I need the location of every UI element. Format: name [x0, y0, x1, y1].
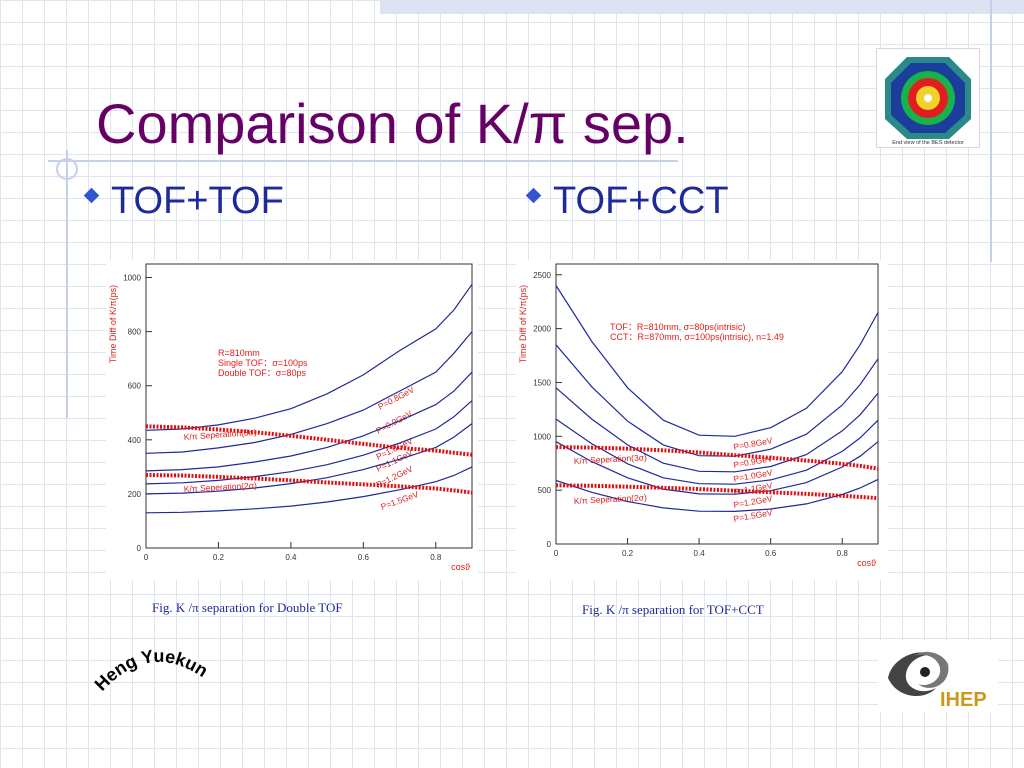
title-underline-decoration: [48, 160, 678, 162]
x-tick-label: 0.8: [430, 553, 442, 562]
separation-label: K/π Seperation(3σ): [183, 427, 257, 442]
x-tick-label: 0.6: [765, 549, 777, 558]
momentum-curve: [555, 285, 879, 437]
x-axis-label: cosϑ: [857, 558, 876, 568]
slide-title: Comparison of K/π sep.: [96, 92, 689, 155]
x-tick-label: 0.2: [622, 549, 634, 558]
x-tick-label: 0: [144, 553, 149, 562]
curve-label: P=0.8GeV: [376, 384, 416, 412]
chart-annotation: CCT：R=870mm, σ=100ps(intrisic), n=1.49: [610, 332, 784, 342]
ihep-swirl-icon: IHEP: [888, 651, 987, 711]
y-tick-label: 0: [547, 540, 552, 549]
x-tick-label: 0.4: [285, 553, 297, 562]
y-axis-label: Time Diff of K/π(ps): [518, 285, 528, 363]
y-tick-label: 1000: [123, 274, 141, 283]
separation-label: K/π Seperation(3σ): [574, 452, 648, 466]
y-tick-label: 0: [137, 544, 142, 553]
momentum-curve: [145, 466, 473, 514]
caption-left: Fig. K /π separation for Double TOF: [152, 600, 343, 615]
chart-tof-cct: 0 0.2 0.4 0.6 0.8 0 500 1000 1500 2000 2500 cosϑ Tim…: [518, 263, 879, 568]
momentum-curve: [555, 441, 879, 495]
y-tick-label: 600: [128, 382, 142, 391]
ihep-logo-text: IHEP: [940, 689, 987, 711]
y-tick-label: 800: [128, 328, 142, 337]
curve-label: P=0.9GeV: [374, 408, 414, 436]
y-tick-label: 1000: [533, 432, 551, 441]
y-tick-label: 400: [128, 436, 142, 445]
diamond-bullet-icon: [525, 187, 542, 204]
chart-tof-tof: 0 0.2 0.4 0.6 0.8 0 200 400 600 800 1000 cosϑ Time D…: [108, 263, 473, 572]
x-tick-label: 0.6: [358, 553, 370, 562]
momentum-curve: [145, 423, 473, 495]
left-decoration-line: [66, 150, 68, 418]
chart-annotation: R=810mm: [218, 348, 260, 358]
separation-label: K/π Seperation(2σ): [184, 480, 258, 494]
plot-frame: [555, 263, 879, 545]
ihep-logo: IHEP: [878, 640, 998, 712]
momentum-curve: [555, 387, 879, 473]
separation-line: [555, 445, 879, 471]
bullet-tof-tof: TOF+TOF: [83, 180, 284, 222]
momentum-curve: [555, 418, 879, 485]
bullet-tof-cct: TOF+CCT: [525, 180, 729, 222]
bullet-label: TOF+TOF: [111, 180, 284, 222]
x-tick-label: 0.2: [213, 553, 225, 562]
momentum-curve: [145, 283, 473, 431]
separation-label: K/π Seperation(2σ): [574, 492, 648, 506]
chart-annotation: Single TOF：σ=100ps: [218, 358, 308, 368]
diamond-bullet-icon: [83, 187, 100, 204]
bullet-label: TOF+CCT: [553, 180, 729, 222]
separation-line: [145, 473, 473, 495]
y-tick-label: 200: [128, 490, 142, 499]
bes-detector-logo: End view of the BES detector: [876, 48, 980, 148]
bes-detector-icon: End view of the BES detector: [885, 57, 971, 146]
chart-tof-cct-panel: 0 0.2 0.4 0.6 0.8 0 500 1000 1500 2000 2500 cosϑ Tim…: [516, 260, 888, 580]
y-tick-label: 1500: [533, 378, 551, 387]
x-tick-label: 0.4: [694, 549, 706, 558]
x-tick-label: 0.8: [837, 549, 849, 558]
author-signature: Heng Yuekun: [91, 640, 224, 700]
y-tick-label: 2000: [533, 325, 551, 334]
circle-decoration: [56, 158, 78, 180]
separation-line: [145, 424, 473, 457]
momentum-curve: [145, 331, 473, 454]
plot-frame: [145, 263, 473, 549]
right-decoration-line: [990, 0, 992, 262]
separation-line: [555, 483, 879, 501]
momentum-curve: [145, 371, 473, 472]
chart-annotation: TOF：R=810mm, σ=80ps(intrisic): [610, 322, 745, 332]
momentum-curve: [145, 400, 473, 485]
momentum-curve: [555, 478, 879, 513]
chart-tof-tof-panel: 0 0.2 0.4 0.6 0.8 0 200 400 600 800 1000 cosϑ Time D…: [106, 260, 478, 580]
author-name: Heng Yuekun: [94, 646, 211, 695]
x-axis-label: cosϑ: [451, 562, 470, 572]
y-tick-label: 500: [538, 486, 552, 495]
curve-label: P=1.5GeV: [733, 507, 774, 524]
caption-right: Fig. K /π separation for TOF+CCT: [582, 602, 764, 617]
y-tick-label: 2500: [533, 271, 551, 280]
chart-annotation: Double TOF：σ=80ps: [218, 368, 307, 378]
x-tick-label: 0: [554, 549, 559, 558]
bes-logo-caption: End view of the BES detector: [892, 140, 964, 146]
top-decoration-band: [380, 0, 1024, 14]
y-axis-label: Time Diff of K/π(ps): [108, 285, 118, 363]
